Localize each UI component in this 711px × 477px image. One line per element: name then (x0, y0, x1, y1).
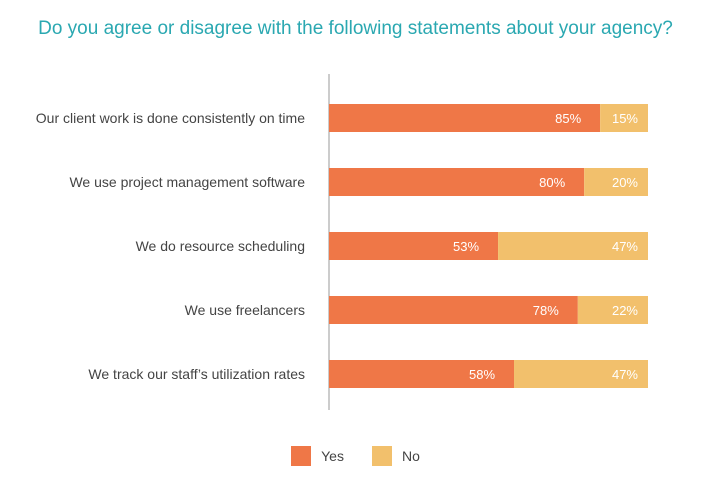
legend-label-no: No (401, 448, 420, 464)
legend-label-yes: Yes (321, 448, 344, 464)
data-label-no: 47% (612, 367, 638, 382)
data-label-no: 22% (612, 303, 638, 318)
bar-no (577, 296, 648, 324)
category-label: We track our staff’s utilization rates (88, 366, 305, 382)
data-label-no: 47% (612, 239, 638, 254)
stacked-bar-chart: Our client work is done consistently on … (36, 74, 648, 410)
data-label-yes: 78% (533, 303, 559, 318)
data-label-yes: 80% (539, 175, 565, 190)
chart-title: Do you agree or disagree with the follow… (38, 18, 673, 39)
legend: Yes No (0, 446, 711, 466)
category-label: Our client work is done consistently on … (36, 110, 305, 126)
bar-no (498, 232, 648, 260)
bar-yes (329, 232, 499, 260)
bar-no (584, 168, 648, 196)
bar-yes (329, 104, 601, 132)
data-label-yes: 58% (469, 367, 495, 382)
bar-no (514, 360, 648, 388)
category-label: We use project management software (69, 174, 305, 190)
data-label-no: 20% (612, 175, 638, 190)
bar-yes (329, 168, 585, 196)
category-label: We use freelancers (185, 302, 305, 318)
legend-item-no: No (371, 446, 420, 466)
data-label-no: 15% (612, 111, 638, 126)
legend-swatch-no (371, 446, 392, 466)
data-label-yes: 85% (555, 111, 581, 126)
bar-yes (329, 360, 515, 388)
legend-item-yes: Yes (291, 446, 344, 466)
bar-yes (329, 296, 578, 324)
bar-no (600, 104, 648, 132)
category-label: We do resource scheduling (136, 238, 305, 254)
data-label-yes: 53% (453, 239, 479, 254)
legend-swatch-yes (291, 446, 312, 466)
